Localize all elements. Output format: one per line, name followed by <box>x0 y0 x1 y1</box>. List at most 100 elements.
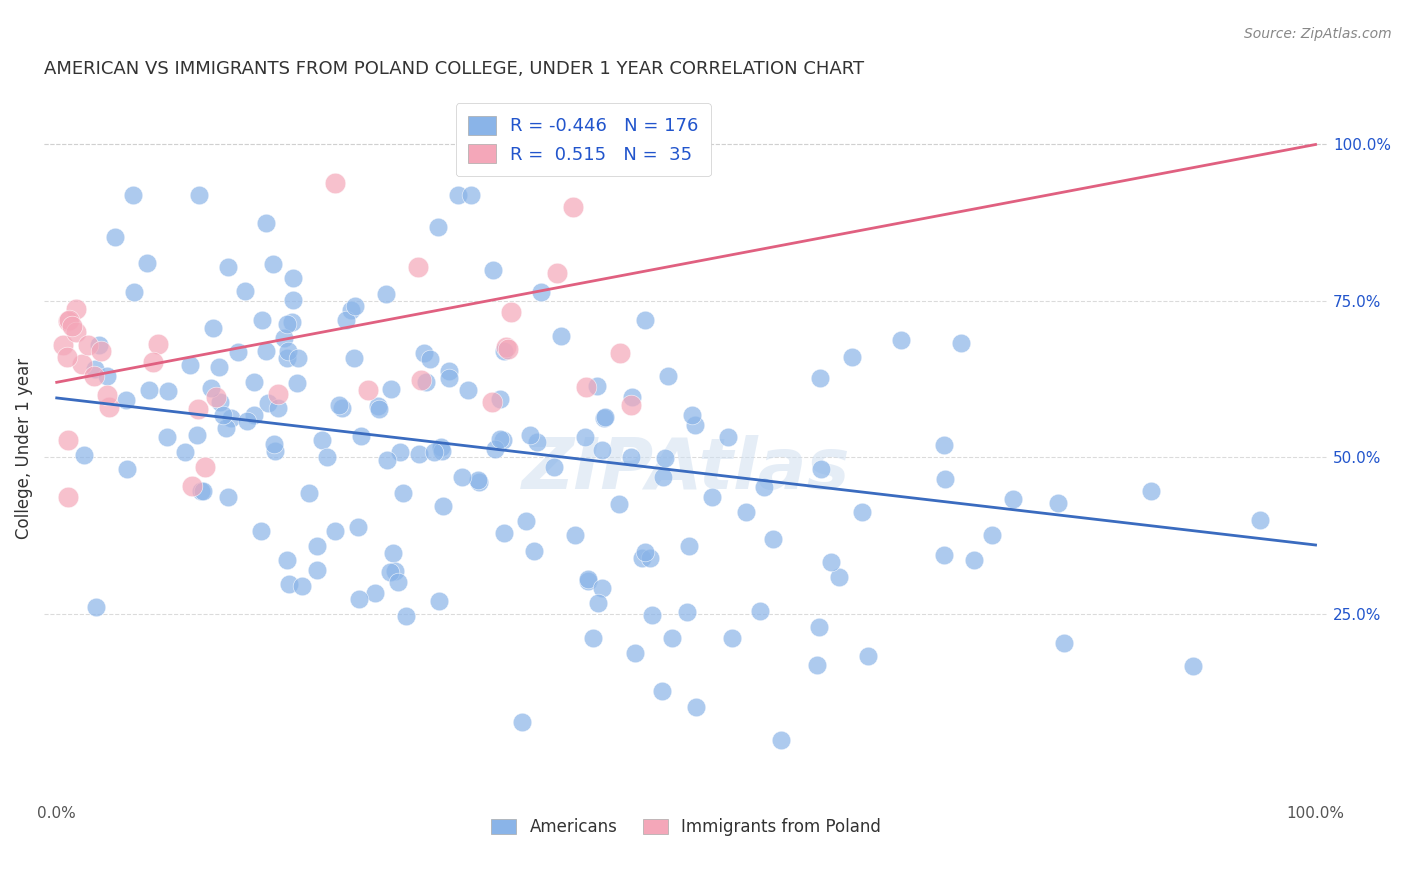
Point <box>675 605 697 619</box>
Y-axis label: College, Under 1 year: College, Under 1 year <box>15 358 32 539</box>
Text: ZIPAtlas: ZIPAtlas <box>522 434 851 504</box>
Point <box>638 551 661 566</box>
Point <box>349 591 371 606</box>
Point <box>623 646 645 660</box>
Point <box>578 572 600 586</box>
Point <box>510 714 533 729</box>
Point <box>291 579 314 593</box>
Point <box>681 409 703 423</box>
Point <box>621 390 644 404</box>
Point <box>430 440 453 454</box>
Point <box>841 350 863 364</box>
Point <box>437 370 460 384</box>
Point <box>890 333 912 347</box>
Point <box>136 256 159 270</box>
Point <box>104 229 127 244</box>
Point <box>481 395 503 409</box>
Point <box>205 390 228 404</box>
Point <box>235 284 257 298</box>
Point <box>652 470 675 484</box>
Point <box>1046 496 1069 510</box>
Point <box>58 312 80 326</box>
Point <box>543 460 565 475</box>
Point <box>492 525 515 540</box>
Point <box>378 565 401 579</box>
Point <box>806 657 828 672</box>
Point <box>364 585 387 599</box>
Point <box>214 421 236 435</box>
Point <box>148 336 170 351</box>
Point <box>427 594 450 608</box>
Text: AMERICAN VS IMMIGRANTS FROM POLAND COLLEGE, UNDER 1 YEAR CORRELATION CHART: AMERICAN VS IMMIGRANTS FROM POLAND COLLE… <box>44 60 865 78</box>
Point <box>115 462 138 476</box>
Point <box>242 408 264 422</box>
Point <box>200 381 222 395</box>
Point <box>325 524 347 538</box>
Point <box>328 398 350 412</box>
Point <box>283 293 305 307</box>
Point <box>325 177 347 191</box>
Point <box>257 395 280 409</box>
Point <box>84 361 107 376</box>
Point <box>267 401 290 415</box>
Point <box>121 187 143 202</box>
Point <box>762 532 785 546</box>
Point <box>1182 659 1205 673</box>
Point <box>432 499 454 513</box>
Point <box>174 445 197 459</box>
Point <box>495 340 517 354</box>
Point <box>273 331 295 345</box>
Point <box>212 408 235 422</box>
Point <box>60 318 83 333</box>
Point <box>84 599 107 614</box>
Point <box>389 445 412 459</box>
Point <box>58 433 80 447</box>
Point <box>685 700 707 714</box>
Point <box>932 548 955 562</box>
Point <box>311 433 333 447</box>
Point <box>384 564 406 578</box>
Point <box>748 604 770 618</box>
Point <box>285 376 308 391</box>
Point <box>717 430 740 444</box>
Point <box>1002 492 1025 507</box>
Point <box>620 398 643 412</box>
Point <box>191 483 214 498</box>
Point <box>305 563 328 577</box>
Point <box>408 446 430 460</box>
Point <box>276 351 298 365</box>
Point <box>55 351 77 365</box>
Point <box>65 325 87 339</box>
Point <box>276 317 298 331</box>
Point <box>375 453 398 467</box>
Point <box>406 260 429 275</box>
Point <box>437 364 460 378</box>
Point <box>262 257 284 271</box>
Point <box>250 313 273 327</box>
Point <box>315 450 337 464</box>
Point <box>188 187 211 202</box>
Point <box>808 371 831 385</box>
Point <box>981 527 1004 541</box>
Point <box>56 490 79 504</box>
Point <box>419 351 441 366</box>
Point <box>201 320 224 334</box>
Point <box>411 373 433 387</box>
Point <box>430 444 453 458</box>
Point <box>281 315 304 329</box>
Point <box>187 401 209 416</box>
Point <box>330 401 353 415</box>
Point <box>368 402 391 417</box>
Point <box>186 428 208 442</box>
Point <box>122 285 145 299</box>
Point <box>607 497 630 511</box>
Point <box>65 302 87 317</box>
Point <box>546 266 568 280</box>
Point <box>277 344 299 359</box>
Point <box>934 438 956 452</box>
Point <box>73 448 96 462</box>
Point <box>1249 513 1271 527</box>
Point <box>752 480 775 494</box>
Point <box>77 337 100 351</box>
Point <box>851 505 873 519</box>
